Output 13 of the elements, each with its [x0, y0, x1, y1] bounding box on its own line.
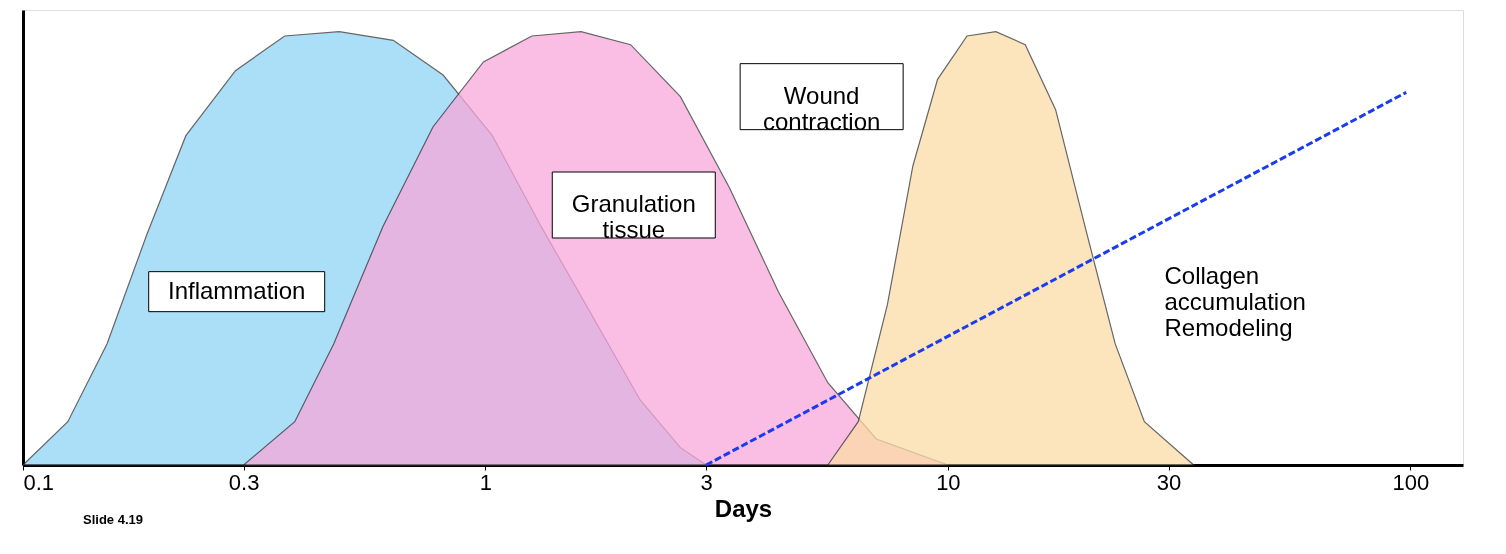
x-tick-label: 3 — [700, 469, 713, 495]
x-tick-label: 0.1 — [23, 469, 55, 495]
x-tick-label: 100 — [1392, 469, 1430, 495]
series-label: Collagen accumulation Remodeling — [1164, 262, 1306, 342]
series-label: Granulation tissue — [571, 190, 696, 243]
x-axis-title: Days — [714, 494, 773, 522]
x-tick-label: 10 — [936, 469, 961, 495]
text: Slide 4.19 — [83, 512, 143, 527]
series-label: Inflammation — [168, 276, 306, 304]
series-label: Wound contraction — [762, 81, 881, 135]
x-tick-label: 30 — [1156, 469, 1182, 495]
x-tick-label: 1 — [479, 469, 493, 495]
x-tick-label: 0.3 — [228, 469, 260, 495]
